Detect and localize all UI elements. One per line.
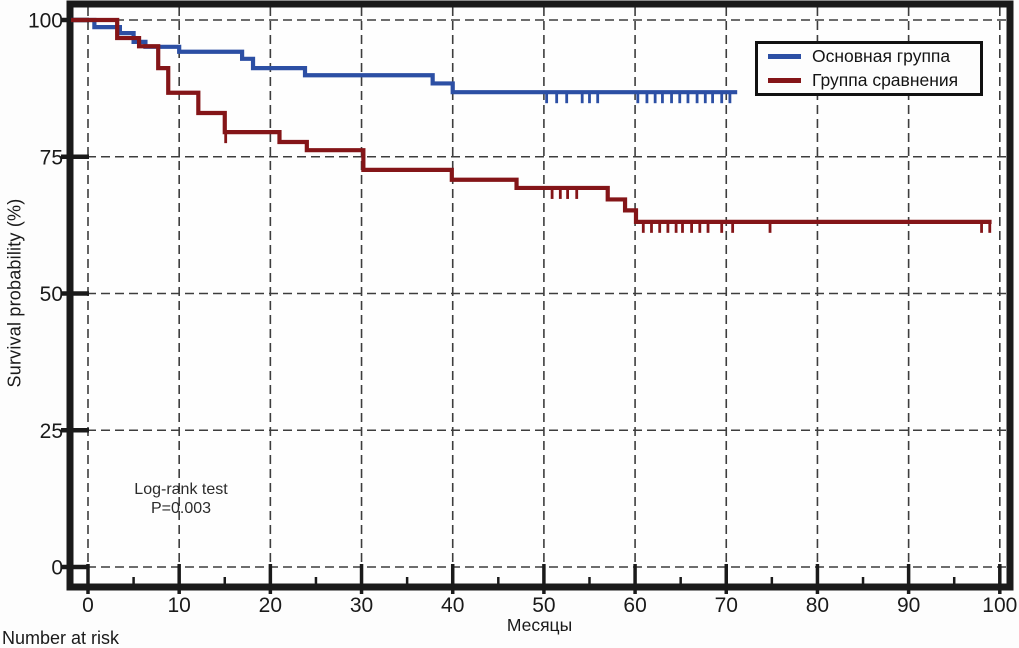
log-rank-annotation-line2: P=0.003 [150,500,212,517]
survival-curve-main-group [71,17,738,95]
y-tick-label: 0 [51,557,63,580]
x-axis-title: Месяцы [506,615,573,635]
y-tick-label: 75 [40,146,63,169]
y-tick-label: 25 [40,420,63,443]
legend-line-swatch-main-group [768,54,801,59]
x-tick-label: 70 [715,594,738,617]
legend-item-main-group: Основная группа [758,45,980,69]
y-axis-title: Survival probability (%) [4,198,25,388]
number-at-risk-label: Number at risk [2,628,120,648]
x-tick-label: 30 [350,594,373,617]
log-rank-annotation: Log-rank test P=0.003 [116,480,246,518]
log-rank-annotation-line1: Log-rank test [134,481,228,498]
x-tick-label: 20 [259,594,282,617]
x-tick-label: 80 [806,594,829,617]
x-tick-label: 100 [982,594,1017,617]
legend: Основная группа Группа сравнения [755,41,983,96]
y-tick-label: 100 [28,10,63,33]
x-tick-label: 40 [441,594,464,617]
y-tick-label: 50 [40,283,63,306]
legend-label-main-group: Основная группа [812,46,951,66]
legend-line-swatch-comparison-group [768,78,801,83]
legend-label-comparison-group: Группа сравнения [812,70,959,90]
x-tick-label: 50 [532,594,555,617]
x-tick-label: 90 [897,594,920,617]
x-tick-label: 10 [168,594,191,617]
x-tick-label: 60 [623,594,646,617]
survival-curve-comparison-group [71,17,992,224]
x-tick-label: 0 [82,594,94,617]
plot-background [70,4,1010,587]
legend-item-comparison-group: Группа сравнения [758,69,980,93]
